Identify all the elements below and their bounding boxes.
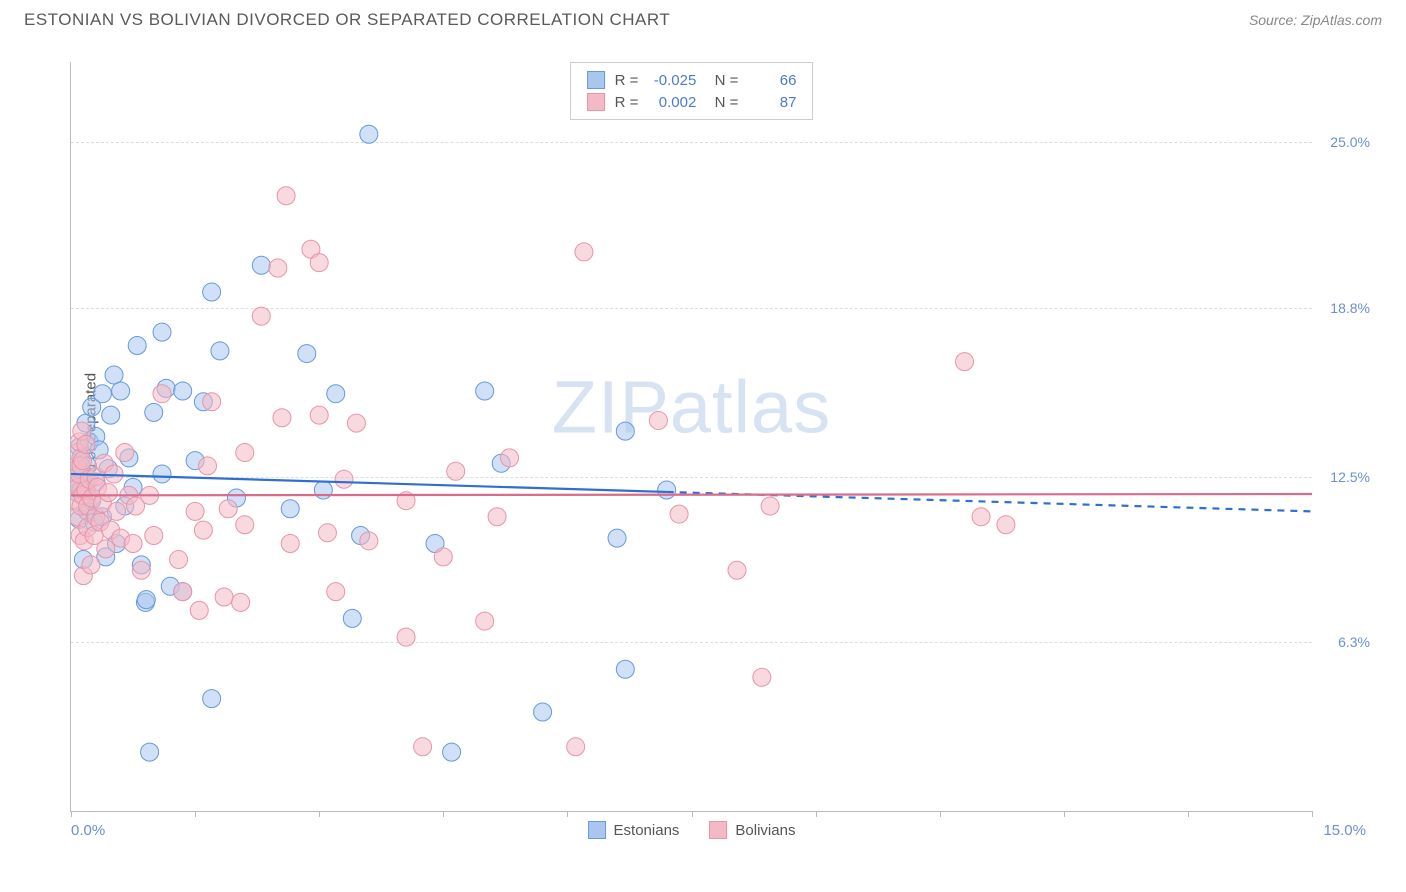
x-tick xyxy=(940,811,941,817)
legend-item-estonians: Estonians xyxy=(588,821,680,839)
chart-title: ESTONIAN VS BOLIVIAN DIVORCED OR SEPARAT… xyxy=(24,10,670,30)
stats-row-bolivians: R = 0.002 N = 87 xyxy=(587,91,797,113)
x-axis-min-label: 0.0% xyxy=(71,822,105,839)
x-tick xyxy=(692,811,693,817)
source-label: Source: ZipAtlas.com xyxy=(1249,12,1382,28)
swatch-bolivians xyxy=(587,93,605,111)
chart-area: Divorced or Separated ZIPatlas R = -0.02… xyxy=(24,44,1382,852)
plot-region: ZIPatlas R = -0.025 N = 66 R = 0.002 N =… xyxy=(70,62,1312,812)
x-tick xyxy=(1064,811,1065,817)
y-tick-label: 18.8% xyxy=(1330,300,1370,316)
x-tick xyxy=(1188,811,1189,817)
x-tick xyxy=(443,811,444,817)
x-tick xyxy=(319,811,320,817)
swatch-bolivians xyxy=(709,821,727,839)
trend-line xyxy=(71,494,1312,495)
series-legend: Estonians Bolivians xyxy=(588,821,796,839)
x-axis-max-label: 15.0% xyxy=(1323,822,1366,839)
stats-legend: R = -0.025 N = 66 R = 0.002 N = 87 xyxy=(570,62,814,120)
x-tick xyxy=(195,811,196,817)
swatch-estonians xyxy=(588,821,606,839)
legend-item-bolivians: Bolivians xyxy=(709,821,795,839)
y-tick-label: 6.3% xyxy=(1338,634,1370,650)
swatch-estonians xyxy=(587,71,605,89)
x-tick xyxy=(71,811,72,817)
y-tick-label: 12.5% xyxy=(1330,469,1370,485)
stats-row-estonians: R = -0.025 N = 66 xyxy=(587,69,797,91)
trend-line xyxy=(71,474,667,492)
y-tick-label: 25.0% xyxy=(1330,134,1370,150)
trend-lines-layer xyxy=(71,62,1312,811)
x-tick xyxy=(567,811,568,817)
x-tick xyxy=(1312,811,1313,817)
x-tick xyxy=(816,811,817,817)
header: ESTONIAN VS BOLIVIAN DIVORCED OR SEPARAT… xyxy=(0,0,1406,36)
